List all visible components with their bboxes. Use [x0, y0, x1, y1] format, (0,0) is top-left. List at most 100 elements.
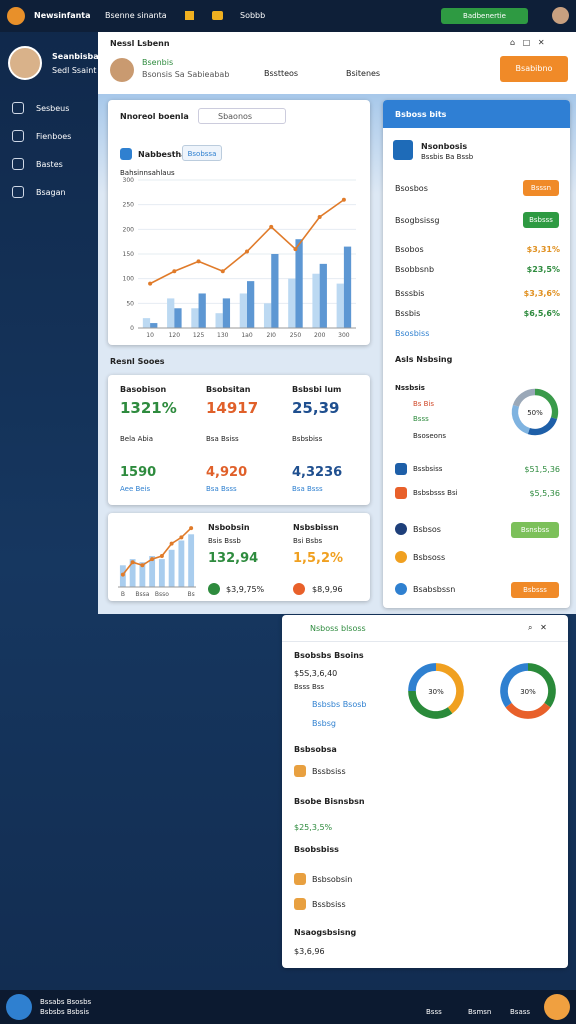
x-tick-label: 300	[338, 332, 350, 339]
donut-segment	[505, 702, 551, 719]
top-bar: Newsinfanta Bsenne sinanta Sobbb Badbene…	[0, 0, 576, 32]
line-point	[189, 526, 194, 531]
line	[149, 199, 345, 285]
donut-segment	[500, 663, 529, 708]
nav-icon	[12, 158, 24, 170]
button[interactable]: Bsbsss	[511, 582, 559, 598]
bar	[129, 559, 136, 587]
x-tick-label: 2I0	[267, 332, 277, 339]
x-tick-label: Bs	[188, 591, 195, 598]
bar	[150, 323, 158, 328]
nav-item[interactable]: Bastes	[36, 160, 63, 169]
chart-card: Nnoreol boenla Sbaonos Nabbesthan Bsobss…	[108, 100, 370, 345]
donut-segment	[512, 388, 536, 408]
text: Bssbsiss	[413, 465, 443, 473]
text: Bsbsbi lum	[292, 385, 342, 394]
bar	[178, 540, 185, 587]
bar	[142, 318, 151, 328]
stat-value: 14917	[206, 399, 259, 417]
text: Bela Abia	[120, 435, 154, 443]
x-tick-label: Bsso	[155, 591, 169, 598]
bar	[198, 293, 206, 328]
text: Aee Beis	[120, 485, 151, 493]
text: Bsosbiss	[395, 329, 430, 338]
bar	[191, 308, 199, 328]
icon	[395, 551, 407, 563]
text: Bs Bis	[413, 400, 435, 408]
bar	[158, 559, 165, 587]
bar	[319, 263, 327, 328]
icon	[294, 898, 306, 910]
icon	[294, 873, 306, 885]
text: Bssbis	[395, 309, 421, 318]
bar	[149, 556, 156, 587]
y-tick-label: 300	[123, 177, 135, 184]
window-2: Nsboss blsoss ⌕ ✕ Bsobsbs Bsoins $5S,3,6…	[282, 615, 568, 968]
text: Bsbsoss	[413, 553, 446, 562]
x-tick-label: 130	[217, 332, 229, 339]
bar	[167, 298, 175, 328]
text: Bsssbis	[395, 289, 425, 298]
icon	[395, 523, 407, 535]
stat-value: 25,39	[292, 399, 340, 417]
text: Asls Nsbsing	[395, 355, 453, 364]
line-point	[220, 269, 225, 274]
nav-item[interactable]: Fienboes	[36, 132, 72, 141]
text: $51,5,36	[524, 465, 560, 474]
text: Bsoseons	[413, 432, 447, 440]
stat-value: 4,920	[206, 465, 248, 480]
nav-item[interactable]: Bsagan	[36, 188, 66, 197]
bar	[222, 298, 231, 328]
text: Bsbsos	[413, 525, 441, 534]
y-tick-label: 150	[123, 251, 135, 258]
text: Bsbsbiss	[292, 435, 323, 443]
bar	[295, 239, 303, 328]
right-panel: Bsboss bits Nsonbosis Bssbis Ba Bssb Bso…	[383, 100, 570, 608]
line-point	[150, 557, 155, 562]
donut-segment	[511, 404, 531, 435]
price: $6,5,6%	[523, 309, 560, 318]
text: Bsa Bsiss	[206, 435, 239, 443]
bar	[168, 549, 175, 587]
price: $3,3,6%	[523, 289, 560, 298]
y-tick-label: 250	[123, 202, 135, 209]
text: $3,6,96	[294, 947, 325, 956]
x-tick-label: 125	[193, 332, 205, 339]
icon	[395, 487, 407, 499]
y-tick-label: 50	[126, 300, 134, 307]
line-point	[269, 224, 274, 229]
bar	[288, 278, 296, 328]
bar	[271, 254, 279, 328]
line-point	[245, 249, 249, 254]
nav-icon	[12, 186, 24, 198]
icon	[395, 583, 407, 595]
donut-segment	[435, 663, 464, 714]
bar	[312, 273, 320, 328]
text: Nsaogsbsisng	[294, 928, 357, 937]
text: Bsabsbssn	[413, 585, 456, 594]
nav-icon	[12, 102, 24, 114]
donut: 50%	[511, 388, 559, 436]
line-point	[341, 197, 346, 202]
text: $5,5,36	[529, 489, 560, 498]
x-tick-label: B	[121, 591, 125, 598]
stat-value: 4,3236	[292, 465, 343, 480]
nav-icon	[12, 130, 24, 142]
bar	[239, 293, 247, 328]
nav-item[interactable]: Sesbeus	[36, 104, 70, 113]
text: Bsobsbiss	[294, 845, 339, 854]
donuts: 30% 30%	[408, 663, 556, 719]
bar	[263, 303, 272, 328]
taskbar: Bssabs Bsosbs Bsbsbs Bsbsis Bsss Bsmsn B…	[0, 990, 576, 1024]
bar	[247, 281, 255, 328]
donut-label: 30%	[520, 688, 536, 696]
x-tick-label: 250	[290, 332, 302, 339]
donut-segment	[527, 663, 556, 708]
button[interactable]: Bsssn	[523, 180, 559, 196]
price: $3,31%	[526, 245, 560, 254]
y-tick-label: 200	[123, 226, 135, 233]
line-point	[148, 281, 153, 286]
button[interactable]: Bsnsbss	[511, 522, 559, 538]
button[interactable]: Bsbsss	[523, 212, 559, 228]
